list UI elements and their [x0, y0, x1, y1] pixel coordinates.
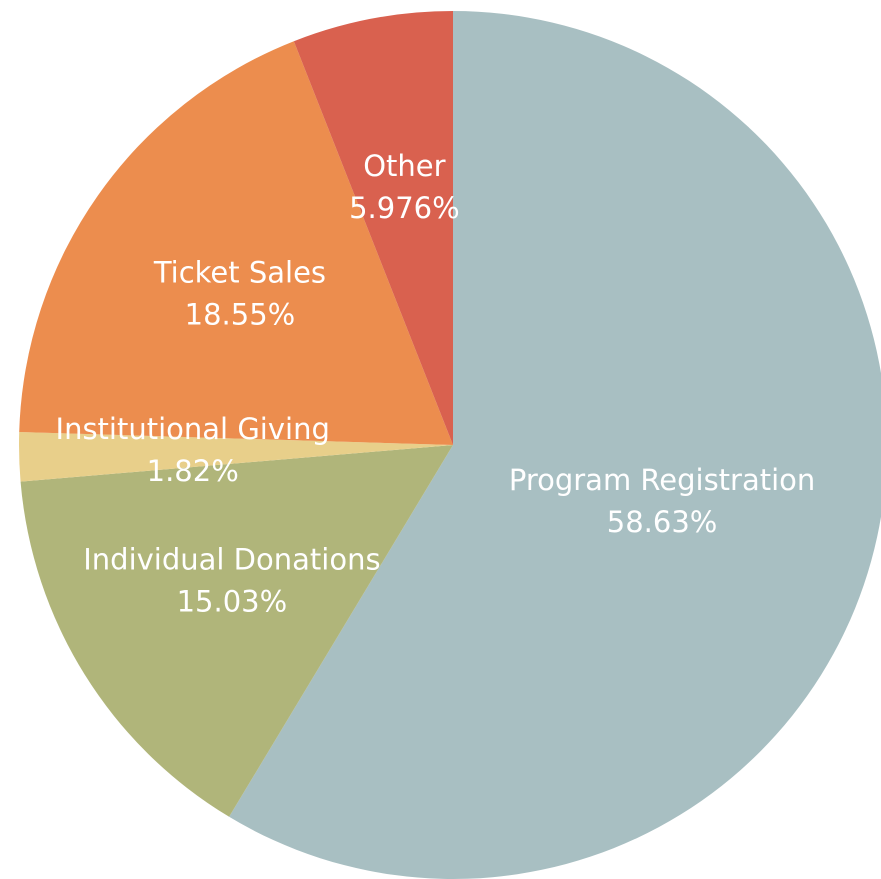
slice-value: 18.55% [185, 297, 296, 331]
pie-slice [293, 11, 453, 445]
pie-slice [229, 11, 881, 879]
pie-slice [18, 432, 453, 482]
slice-label: Program Registration [509, 463, 815, 497]
slice-label: Individual Donations [83, 543, 380, 577]
pie-slice [19, 41, 453, 445]
slice-value: 1.82% [147, 454, 239, 488]
slice-value: 15.03% [177, 585, 288, 619]
slice-value: 58.63% [607, 505, 718, 539]
slice-label: Other [363, 149, 445, 183]
slice-value: 5.976% [349, 191, 460, 225]
slice-label: Institutional Giving [56, 412, 330, 446]
pie-slice [20, 445, 454, 817]
slice-label: Ticket Sales [153, 255, 326, 289]
